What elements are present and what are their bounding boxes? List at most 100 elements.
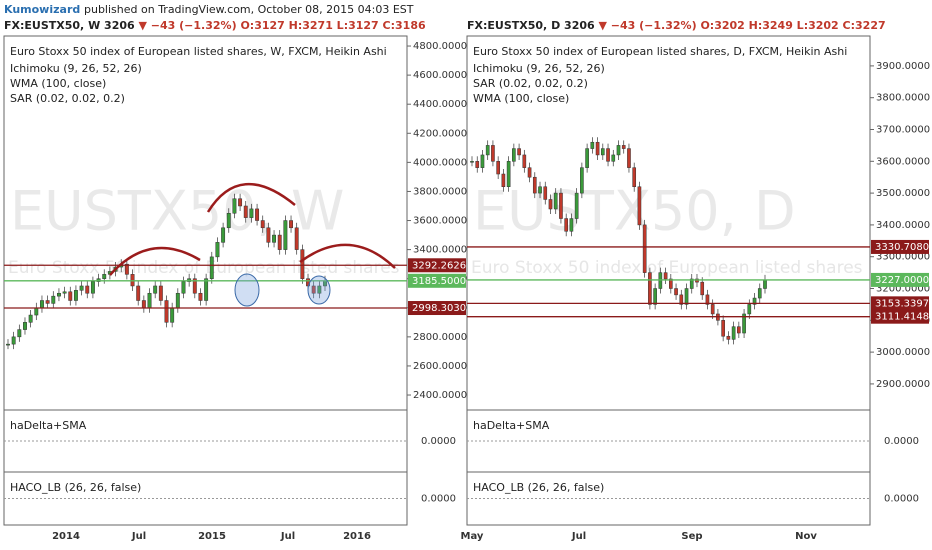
indicator-label: Ichimoku (9, 26, 52, 26) xyxy=(473,62,605,75)
price-label: 3111.4148 xyxy=(875,312,929,323)
watermark-sub: Euro Stoxx 50 index of European listed s… xyxy=(8,258,400,278)
symbol-ohlc: O:3127 H:3271 L:3127 C:3186 xyxy=(240,19,426,32)
candle-body xyxy=(721,320,725,337)
candle-body xyxy=(232,198,237,214)
y-tick-label: 2900.0000 xyxy=(876,379,930,390)
candle-body xyxy=(300,249,305,279)
price-label: 3227.0000 xyxy=(875,275,929,286)
pane-title: haDelta+SMA xyxy=(10,419,87,432)
price-label-box xyxy=(871,309,929,324)
indicator-label: SAR (0.02, 0.02, 0.2) xyxy=(10,92,125,105)
candle-body xyxy=(663,272,668,280)
author[interactable]: Kumowizard xyxy=(4,3,80,16)
x-tick-label: Nov xyxy=(795,531,817,542)
candle-body xyxy=(742,313,746,334)
candle-body xyxy=(28,314,33,323)
candle-body xyxy=(569,218,574,232)
watermark: EUSTX50, W xyxy=(10,180,344,243)
y-tick-label: 3200.0000 xyxy=(876,284,930,295)
symbol-line: FX:EUSTX50, D 3206 ▼ −43 (−1.32%) O:3202… xyxy=(467,19,886,32)
candle-body xyxy=(158,285,163,301)
candle-body xyxy=(124,263,129,275)
candle-body xyxy=(192,278,197,294)
candle-body xyxy=(90,281,95,294)
candle-body xyxy=(130,274,135,287)
candle-body xyxy=(164,300,169,323)
candle-body xyxy=(238,198,243,207)
y-tick-label: 2800.0000 xyxy=(413,332,467,343)
publish-note: published on TradingView.com, October 08… xyxy=(84,3,414,16)
candle-body xyxy=(485,145,490,156)
candle-body xyxy=(68,291,73,301)
candle-body xyxy=(40,300,44,309)
candle-body xyxy=(255,208,260,221)
candle-body xyxy=(141,300,146,309)
price-label-box xyxy=(408,301,466,316)
candle-body xyxy=(527,167,532,178)
symbol-line: FX:EUSTX50, W 3206 ▼ −43 (−1.32%) O:3127… xyxy=(4,19,426,32)
candle-body xyxy=(45,300,50,304)
candle-body xyxy=(731,326,736,340)
y-tick-label: 2400.0000 xyxy=(413,390,467,401)
y-tick-label: 3700.0000 xyxy=(876,125,930,136)
candle-body xyxy=(496,161,500,175)
price-label: 3153.3397 xyxy=(875,298,929,309)
candle-body xyxy=(260,220,265,229)
y-tick-label: 3900.0000 xyxy=(876,61,930,72)
candle-body xyxy=(6,343,10,346)
price-label: 3185.5000 xyxy=(412,276,466,287)
symbol-symbol: FX:EUSTX50, W xyxy=(4,19,100,32)
candle-body xyxy=(747,304,752,315)
y-tick-label: 4200.0000 xyxy=(413,128,467,139)
candle-body xyxy=(226,213,231,229)
candle-body xyxy=(543,186,548,200)
y-tick-label: 0.0000 xyxy=(884,494,919,505)
y-tick-label: 3500.0000 xyxy=(876,188,930,199)
pane-title: HACO_LB (26, 26, false) xyxy=(10,481,141,494)
y-tick-label: 4000.0000 xyxy=(413,157,467,168)
candle-body xyxy=(512,148,516,162)
candle-body xyxy=(757,288,762,299)
candle-body xyxy=(243,205,248,218)
candle-body xyxy=(136,285,141,301)
candle-body xyxy=(705,294,710,305)
symbol-change: ▼ −43 (−1.32%) xyxy=(599,19,697,32)
candle-body xyxy=(102,274,107,279)
candle-body xyxy=(574,192,579,219)
indicator-label: WMA (100, close) xyxy=(473,92,569,105)
y-tick-label: 3600.0000 xyxy=(413,216,467,227)
candle-body xyxy=(763,279,767,289)
candle-body xyxy=(637,186,642,226)
candle-body xyxy=(62,291,67,294)
candle-body xyxy=(23,322,27,330)
candle-body xyxy=(311,285,316,294)
y-tick-label: 4400.0000 xyxy=(413,99,467,110)
x-tick-label: Jul xyxy=(280,531,295,542)
candle-body xyxy=(674,288,678,296)
candle-body xyxy=(470,161,474,163)
candle-body xyxy=(79,285,84,291)
candle-body xyxy=(627,148,631,168)
price-label-box xyxy=(408,258,466,273)
candle-body xyxy=(249,208,254,218)
candle-body xyxy=(585,148,589,168)
candle-body xyxy=(73,290,78,301)
x-tick-label: Jul xyxy=(571,531,586,542)
candle-body xyxy=(506,161,511,187)
candle-body xyxy=(752,297,757,305)
pane-title: HACO_LB (26, 26, false) xyxy=(473,481,604,494)
indicator-label: WMA (100, close) xyxy=(10,77,106,90)
candle-body xyxy=(700,281,705,296)
y-tick-label: 3000.0000 xyxy=(876,347,930,358)
symbol-change: ▼ −43 (−1.32%) xyxy=(139,19,237,32)
candle-body xyxy=(548,199,553,210)
chart-title: Euro Stoxx 50 index of European listed s… xyxy=(473,45,847,58)
candle-body xyxy=(564,218,568,232)
candle-body xyxy=(559,192,563,219)
candle-body xyxy=(648,272,652,305)
candle-body xyxy=(684,288,689,305)
symbol-last: 3206 xyxy=(564,19,595,32)
candle-body xyxy=(653,288,657,305)
candle-body xyxy=(266,227,271,243)
candle-body xyxy=(669,278,673,289)
